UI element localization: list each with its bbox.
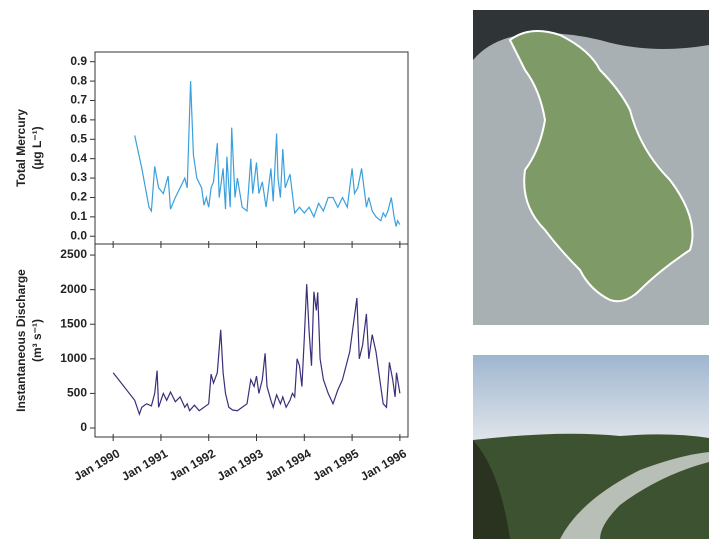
landscape-photo — [473, 355, 709, 539]
x-tick-label: Jan 1995 — [310, 446, 361, 484]
y-tick-label: 0.2 — [70, 190, 87, 204]
y-tick-label: 0.6 — [70, 112, 87, 126]
y-tick-label: 0.4 — [70, 151, 87, 165]
x-tick-label: Jan 1994 — [262, 446, 313, 484]
x-tick-label: Jan 1991 — [119, 446, 170, 484]
y-tick-label: 0.8 — [70, 73, 87, 87]
y-tick-label: 1500 — [60, 316, 87, 330]
y-tick-label: 2500 — [60, 247, 87, 261]
y-tick-label: 0.5 — [70, 131, 87, 145]
y-tick-label: 0.7 — [70, 93, 87, 107]
y-tick-label: 2000 — [60, 282, 87, 296]
x-tick-label: Jan 1996 — [358, 446, 409, 484]
y-tick-label: 0 — [80, 420, 87, 434]
y-axis-label: Instantaneous Discharge — [14, 269, 28, 412]
y-tick-label: 0.1 — [70, 209, 87, 223]
y-axis-label: (µg L⁻¹) — [30, 126, 44, 169]
x-tick-label: Jan 1993 — [215, 446, 266, 484]
x-tick-label: Jan 1990 — [71, 446, 122, 484]
y-tick-label: 1000 — [60, 351, 87, 365]
satellite-photo — [473, 10, 709, 325]
y-tick-label: 0.9 — [70, 54, 87, 68]
y-axis-label: Total Mercury — [14, 109, 28, 187]
y-tick-label: 0.0 — [70, 228, 87, 242]
data-line — [112, 284, 401, 417]
data-line — [134, 81, 401, 227]
plot-frame — [94, 51, 409, 245]
y-axis-label: (m³ s⁻¹) — [30, 319, 44, 362]
plot-frame — [94, 243, 409, 438]
x-tick-label: Jan 1992 — [167, 446, 218, 484]
y-tick-label: 500 — [67, 386, 87, 400]
y-tick-label: 0.3 — [70, 170, 87, 184]
